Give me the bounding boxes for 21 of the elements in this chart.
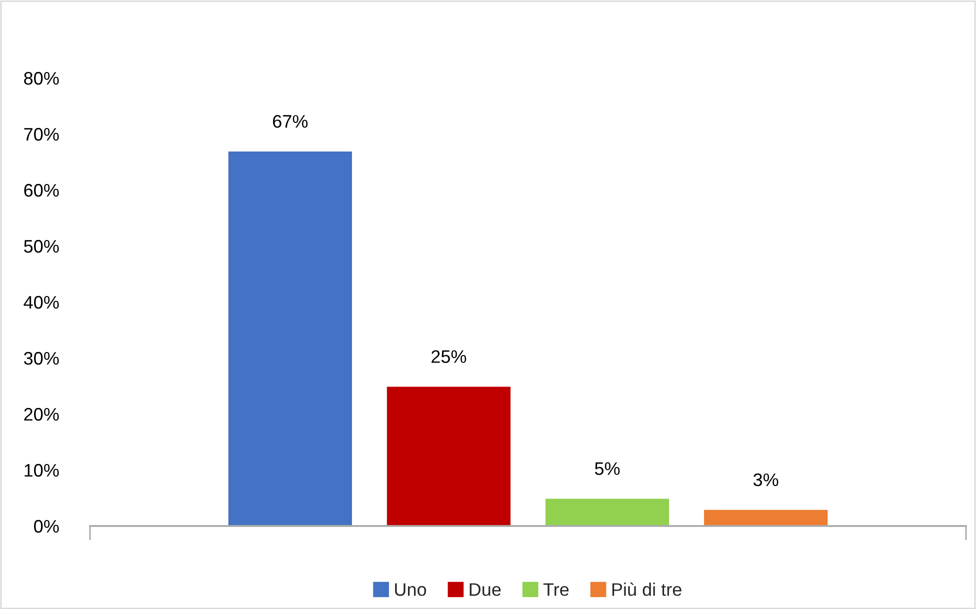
y-tick-label: 60% xyxy=(24,184,59,197)
y-tick-label: 70% xyxy=(24,128,59,141)
data-label: 3% xyxy=(753,473,778,486)
y-tick-label: 0% xyxy=(34,520,59,533)
bar xyxy=(544,497,670,526)
legend-label: Due xyxy=(470,583,501,596)
legend-label: Più di tre xyxy=(612,582,682,596)
data-label: 67% xyxy=(273,115,308,128)
y-tick-label: 80% xyxy=(24,72,59,85)
y-tick-label: 10% xyxy=(24,464,59,477)
legend-label: Uno xyxy=(395,583,426,596)
bar xyxy=(702,508,830,526)
legend-label: Tre xyxy=(543,583,569,596)
data-label: 25% xyxy=(432,350,466,363)
y-tick-label: 40% xyxy=(24,296,59,309)
y-tick-label: 20% xyxy=(24,408,59,421)
y-tick-label: 30% xyxy=(24,352,59,365)
bar xyxy=(226,150,354,526)
y-tick-label: 50% xyxy=(24,240,59,253)
bar xyxy=(386,385,512,526)
data-label: 5% xyxy=(594,462,620,475)
